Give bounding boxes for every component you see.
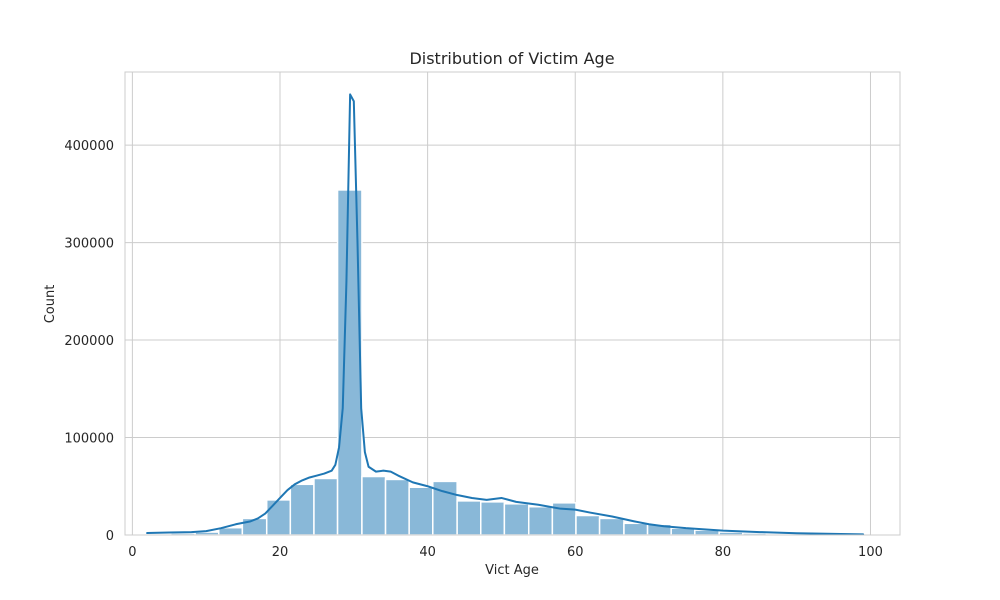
x-tick-label: 20 xyxy=(272,545,289,560)
histogram-bar xyxy=(241,517,268,536)
y-axis-title: Count xyxy=(43,285,58,324)
histogram-bar xyxy=(384,478,410,536)
x-tick-label: 100 xyxy=(858,545,883,560)
histogram-bar xyxy=(289,483,315,536)
y-tick-label: 0 xyxy=(106,529,114,544)
chart-title: Distribution of Victim Age xyxy=(409,49,614,68)
plot-frame xyxy=(124,71,901,536)
y-tick-label: 400000 xyxy=(64,139,114,154)
y-tick-label: 300000 xyxy=(64,237,114,252)
kde-line xyxy=(146,93,865,536)
y-tick-label: 100000 xyxy=(64,432,114,447)
histogram-bar xyxy=(313,477,339,536)
histogram-bar xyxy=(480,501,506,536)
histogram-bar xyxy=(598,517,625,536)
x-axis-title: Vict Age xyxy=(485,563,539,578)
tick-labels: 0 20 40 60 80 100 0 100000 200000 300000 400000 xyxy=(64,139,883,560)
x-tick-label: 60 xyxy=(567,545,584,560)
histogram-bar xyxy=(408,486,434,536)
x-tick-label: 80 xyxy=(715,545,732,560)
histogram-bar xyxy=(456,500,482,536)
x-tick-label: 40 xyxy=(419,545,436,560)
y-tick-label: 200000 xyxy=(64,334,114,349)
histogram-bar xyxy=(503,503,530,536)
histogram-bar xyxy=(361,475,387,536)
histogram-bar xyxy=(527,505,554,536)
histogram-bar xyxy=(265,499,292,536)
histogram-bar xyxy=(575,514,601,536)
x-tick-label: 0 xyxy=(128,545,136,560)
plot-frame-border xyxy=(124,71,901,536)
histogram-bar xyxy=(623,522,649,536)
kde-curve-layer xyxy=(146,93,865,536)
histogram-bars xyxy=(146,189,863,536)
